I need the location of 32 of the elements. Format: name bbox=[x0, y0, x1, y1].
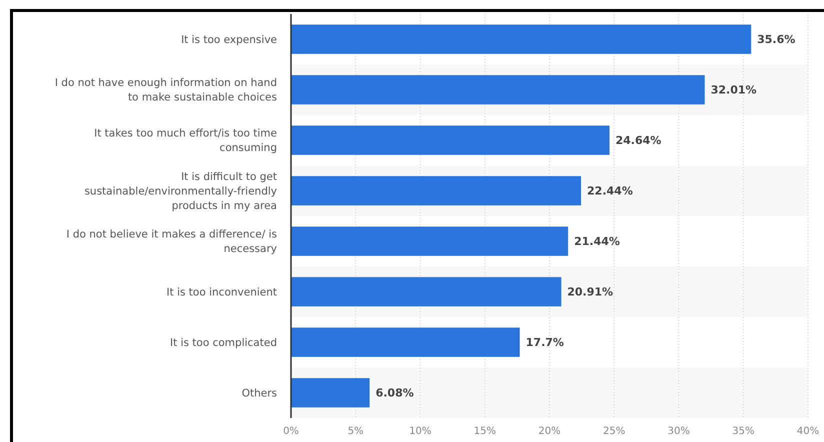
y-tick-label: It is too inconvenient bbox=[166, 286, 277, 298]
x-tick-label: 35% bbox=[732, 426, 754, 437]
data-label: 35.6% bbox=[757, 33, 796, 46]
bar bbox=[291, 277, 562, 306]
bar bbox=[291, 226, 568, 256]
data-label: 20.91% bbox=[567, 286, 614, 299]
y-tick-label: It is difficult to get sustainable/environmentally-friendly products in my area bbox=[84, 170, 277, 212]
y-tick-label: I do not have enough information on hand to make sustainable choices bbox=[54, 77, 277, 104]
data-label: 17.7% bbox=[526, 336, 564, 350]
bar bbox=[291, 378, 370, 408]
bar bbox=[291, 328, 520, 357]
data-label: 32.01% bbox=[710, 84, 757, 97]
x-tick-label: 15% bbox=[474, 426, 496, 437]
y-tick-label: It takes too much effort/is too time consuming bbox=[94, 128, 277, 154]
x-tick-label: 30% bbox=[668, 426, 690, 437]
data-label: 21.44% bbox=[574, 235, 620, 248]
y-tick-label: It is too complicated bbox=[170, 336, 277, 349]
x-tick-label: 20% bbox=[538, 426, 561, 437]
x-tick-label: 5% bbox=[348, 426, 364, 437]
x-tick-label: 25% bbox=[603, 426, 626, 437]
y-tick-label: Others bbox=[242, 387, 277, 400]
data-label: 22.44% bbox=[587, 184, 633, 198]
bar bbox=[291, 24, 752, 54]
y-tick-label: It is too expensive bbox=[181, 34, 277, 46]
bar bbox=[291, 176, 582, 206]
data-label: 6.08% bbox=[376, 386, 414, 400]
x-tick-label: 10% bbox=[409, 426, 432, 437]
x-tick-label: 40% bbox=[796, 426, 820, 437]
bar bbox=[291, 126, 610, 155]
x-tick-label: 0% bbox=[283, 426, 299, 437]
y-tick-label: I do not believe it makes a difference/ is necessary bbox=[66, 228, 277, 256]
data-label: 24.64% bbox=[615, 134, 662, 148]
